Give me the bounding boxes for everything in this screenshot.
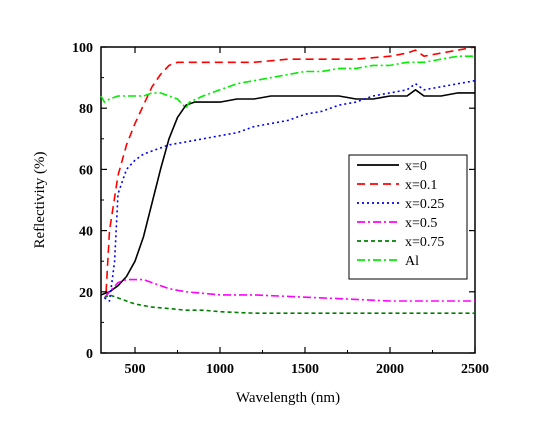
legend-label-6: Al (405, 254, 419, 269)
series-line-4 (103, 278, 475, 302)
legend-label-2: x=0.1 (405, 178, 437, 193)
series-layer (100, 46, 476, 315)
series-line-3 (103, 79, 476, 302)
y-tick-label: 40 (79, 225, 93, 240)
legend-box (348, 154, 468, 280)
tick-layer: 500 1000 1500 2000 2500 0 20 40 60 80 100 (72, 41, 489, 377)
y-tick-label: 80 (79, 102, 93, 117)
x-tick-label: 1000 (206, 362, 234, 377)
x-tick-label: 1500 (291, 362, 319, 377)
y-tick-label: 0 (86, 347, 93, 362)
y-axis-title: Reflectivity (%) (32, 151, 48, 248)
legend-label-3: x=0.25 (405, 197, 444, 212)
series-line-6 (100, 55, 475, 109)
legend: x=0 x=0.1 x=0.25 x=0.5 x=0.75 Al (348, 154, 468, 280)
y-tick-label: 60 (79, 163, 93, 178)
series-line-5 (103, 294, 475, 315)
legend-label-5: x=0.75 (405, 235, 444, 250)
series-line-1 (100, 89, 475, 296)
x-tick-label: 2000 (376, 362, 404, 377)
legend-label-4: x=0.5 (405, 216, 437, 231)
y-tick-label: 100 (72, 41, 93, 56)
x-tick-label: 2500 (461, 362, 489, 377)
y-tick-label: 20 (79, 286, 93, 301)
legend-label-1: x=0 (405, 159, 427, 174)
x-tick-label: 500 (125, 362, 146, 377)
x-axis-title: Wavelength (nm) (236, 390, 340, 406)
